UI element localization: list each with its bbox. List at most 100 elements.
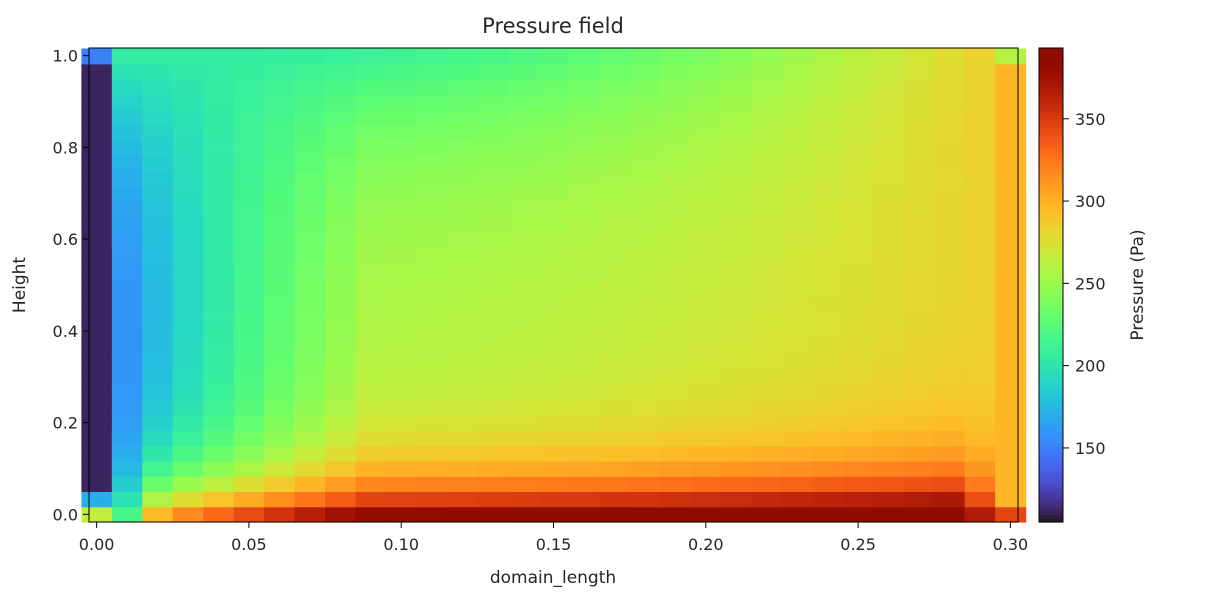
- heatmap-cell: [446, 155, 478, 172]
- heatmap-cell: [721, 94, 753, 111]
- heatmap-cell: [964, 476, 996, 493]
- heatmap-cell: [903, 109, 935, 126]
- heatmap-cell: [934, 48, 966, 65]
- heatmap-cell: [964, 491, 996, 508]
- heatmap-cell: [264, 231, 296, 248]
- heatmap-cell: [599, 140, 631, 156]
- heatmap-cell: [660, 109, 692, 126]
- heatmap-cell: [690, 247, 722, 263]
- heatmap-cell: [721, 308, 753, 325]
- heatmap-cell: [995, 155, 1027, 172]
- heatmap-cell: [477, 247, 509, 263]
- colorbar-strip: [1039, 130, 1063, 136]
- heatmap-cell: [538, 445, 570, 462]
- heatmap-cell: [812, 48, 844, 65]
- heatmap-cell: [264, 430, 296, 447]
- heatmap-cell: [629, 201, 661, 218]
- heatmap-cell: [507, 292, 539, 309]
- heatmap-cell: [477, 79, 509, 95]
- heatmap-cell: [873, 201, 905, 218]
- colorbar-strip: [1039, 518, 1063, 523]
- heatmap-cell: [903, 430, 935, 447]
- heatmap-cell: [599, 399, 631, 416]
- heatmap-cell: [416, 277, 448, 294]
- colorbar-strip: [1039, 360, 1063, 365]
- heatmap-cell: [142, 384, 174, 401]
- heatmap-cell: [934, 216, 966, 233]
- heatmap-cell: [751, 430, 783, 447]
- heatmap-cell: [111, 292, 143, 309]
- heatmap-cell: [721, 140, 753, 156]
- heatmap-cell: [264, 491, 296, 508]
- heatmap-cell: [934, 445, 966, 462]
- heatmap-cell: [721, 292, 753, 309]
- heatmap-cell: [873, 430, 905, 447]
- heatmap-cell: [721, 476, 753, 493]
- heatmap-cell: [477, 491, 509, 508]
- heatmap-cell: [385, 79, 418, 95]
- heatmap-cell: [142, 338, 174, 355]
- heatmap-cell: [629, 399, 661, 416]
- heatmap-cell: [629, 415, 661, 431]
- heatmap-cell: [568, 216, 600, 233]
- heatmap-cell: [781, 384, 813, 401]
- colorbar-strip: [1039, 138, 1063, 144]
- heatmap-cell: [355, 155, 387, 172]
- heatmap-cell: [812, 415, 844, 431]
- heatmap-cell: [812, 399, 844, 416]
- heatmap-cell: [294, 247, 326, 263]
- heatmap-cell: [568, 140, 600, 156]
- heatmap-cell: [629, 338, 661, 355]
- colorbar-strip: [1039, 375, 1063, 381]
- heatmap-cell: [294, 445, 326, 462]
- heatmap-cell: [203, 170, 235, 187]
- heatmap-cell: [416, 216, 448, 233]
- heatmap-cell: [812, 155, 844, 172]
- heatmap-cell: [416, 491, 448, 508]
- heatmap-cell: [721, 201, 753, 218]
- heatmap-cell: [568, 384, 600, 401]
- heatmap-cell: [325, 338, 357, 355]
- heatmap-cell: [842, 79, 874, 95]
- heatmap-cell: [721, 415, 753, 431]
- heatmap-cell: [690, 170, 722, 187]
- heatmap-cell: [934, 124, 966, 141]
- heatmap-cell: [111, 79, 143, 95]
- heatmap-cell: [416, 155, 448, 172]
- heatmap-cell: [203, 124, 235, 141]
- heatmap-cell: [264, 399, 296, 416]
- heatmap-cell: [903, 94, 935, 111]
- heatmap-cell: [599, 109, 631, 126]
- colorbar-strip: [1039, 300, 1063, 306]
- heatmap-cell: [660, 185, 692, 202]
- heatmap-cell: [477, 384, 509, 401]
- heatmap-cell: [446, 308, 478, 325]
- heatmap-cell: [538, 491, 570, 508]
- heatmap-cell: [264, 323, 296, 340]
- heatmap-cell: [294, 460, 326, 477]
- colorbar-strip: [1039, 288, 1063, 294]
- heatmap-cell: [81, 216, 113, 233]
- colorbar-tick-label: 250: [1075, 274, 1106, 293]
- colorbar-strip: [1039, 186, 1063, 191]
- colorbar-strip: [1039, 446, 1063, 452]
- heatmap-cell: [629, 185, 661, 202]
- heatmap-cell: [873, 476, 905, 493]
- heatmap-cell: [629, 109, 661, 126]
- heatmap-cell: [964, 445, 996, 462]
- heatmap-cell: [446, 491, 478, 508]
- heatmap-cell: [294, 231, 326, 248]
- heatmap-cell: [294, 430, 326, 447]
- heatmap-cell: [629, 140, 661, 156]
- heatmap-cell: [903, 506, 935, 523]
- colorbar-strip: [1039, 419, 1063, 424]
- heatmap-cell: [172, 201, 204, 218]
- heatmap-cell: [751, 292, 783, 309]
- colorbar-strip: [1039, 277, 1063, 282]
- heatmap-cell: [934, 140, 966, 156]
- heatmap-cell: [264, 353, 296, 370]
- heatmap-cell: [934, 94, 966, 111]
- heatmap-cell: [721, 384, 753, 401]
- heatmap-cell: [172, 399, 204, 416]
- colorbar-label: Pressure (Pa): [1128, 229, 1148, 340]
